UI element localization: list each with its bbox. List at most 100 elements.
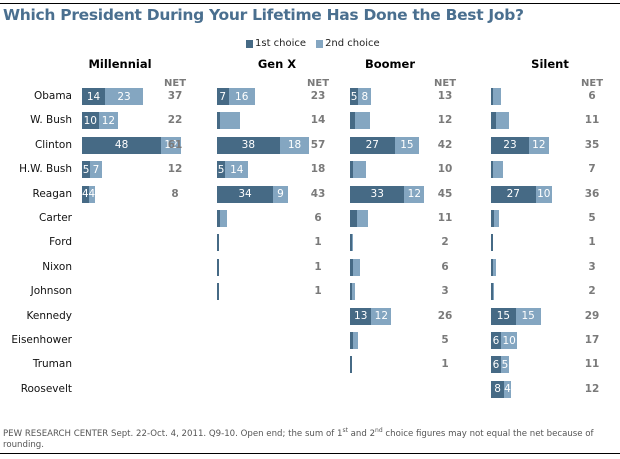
- bar-second-boomer-eisenhower: [353, 332, 359, 349]
- net-value-silent-clinton: 35: [584, 138, 600, 151]
- bar-second-gen-x-carter: [220, 210, 227, 227]
- net-value-gen-x-clinton: 57: [310, 138, 326, 151]
- net-value-gen-x-nixon: 1: [314, 260, 322, 273]
- row-label-ford: Ford: [49, 236, 72, 249]
- bar-second-millennial-clinton: 12: [161, 136, 181, 154]
- bar-first-boomer-obama: 5: [350, 88, 359, 105]
- bar-second-millennial-obama: 23: [105, 88, 144, 105]
- bar-first-gen-x-h-w-bush: 5: [217, 161, 226, 179]
- net-header-gen-x: NET: [307, 78, 330, 89]
- bar-first-silent-reagan: 27: [491, 185, 536, 203]
- bar-first-boomer-h-w-bush: [350, 161, 354, 179]
- bar-first-gen-x-johnson: [217, 283, 219, 301]
- bar-first-millennial-obama: 14: [82, 88, 106, 105]
- net-value-millennial-w-bush: 22: [167, 114, 183, 127]
- bar-first-gen-x-reagan: 34: [217, 185, 274, 203]
- bar-second-millennial-reagan: 4: [89, 185, 95, 203]
- bar-second-boomer-h-w-bush: [353, 161, 367, 179]
- bar-second-silent-kennedy: 15: [515, 307, 541, 325]
- net-value-gen-x-ford: 1: [314, 236, 322, 249]
- bar-second-gen-x-obama: 16: [228, 88, 255, 105]
- row-label-obama: Obama: [33, 90, 72, 102]
- row-label-truman: Truman: [32, 358, 72, 371]
- bar-second-boomer-clinton: 15: [394, 136, 420, 154]
- bar-first-millennial-clinton: 48: [82, 136, 162, 154]
- legend: 1st choice 2nd choice: [246, 38, 390, 49]
- bar-first-gen-x-w-bush: [217, 112, 221, 130]
- row-label-w-bush: W. Bush: [30, 114, 72, 127]
- net-value-silent-carter: 5: [588, 212, 596, 224]
- bar-first-boomer-w-bush: [350, 112, 355, 130]
- net-header-millennial: NET: [164, 78, 187, 89]
- bar-second-boomer-nixon: [353, 258, 360, 276]
- net-value-boomer-obama: 13: [437, 90, 453, 102]
- net-value-boomer-truman: 1: [441, 358, 449, 371]
- row-label-clinton: Clinton: [34, 138, 72, 151]
- panel-header-millennial: Millennial: [88, 57, 152, 71]
- bar-second-silent-nixon: [492, 258, 496, 276]
- bar-first-millennial-h-w-bush: 5: [82, 161, 91, 179]
- net-value-gen-x-w-bush: 14: [310, 114, 326, 127]
- bar-second-gen-x-clinton: 18: [279, 136, 310, 154]
- net-value-boomer-nixon: 6: [441, 260, 449, 273]
- legend-swatch-first: [246, 39, 253, 48]
- bar-first-millennial-w-bush: 10: [82, 112, 99, 130]
- legend-label-second: 2nd choice: [325, 38, 380, 49]
- bar-first-silent-kennedy: 15: [491, 307, 516, 325]
- bar-second-boomer-obama: 8: [358, 88, 372, 105]
- net-value-silent-h-w-bush: 7: [588, 163, 596, 176]
- bar-first-boomer-carter: [350, 210, 357, 227]
- bar-first-boomer-ford: [350, 234, 352, 252]
- net-value-boomer-kennedy: 26: [437, 309, 453, 322]
- bar-first-boomer-nixon: [350, 258, 354, 276]
- bottom-rule: [0, 453, 620, 454]
- net-value-gen-x-carter: 6: [314, 212, 322, 224]
- bar-second-silent-johnson: [492, 283, 495, 301]
- panel-header-boomer: Boomer: [364, 57, 416, 71]
- bar-first-millennial-reagan: 4: [82, 185, 89, 203]
- legend-label-first: 1st choice: [255, 38, 307, 49]
- row-label-kennedy: Kennedy: [26, 309, 72, 322]
- bar-second-boomer-reagan: 12: [404, 185, 425, 203]
- net-value-silent-kennedy: 29: [584, 309, 600, 322]
- net-value-millennial-clinton: 61: [167, 138, 183, 151]
- net-value-silent-johnson: 2: [588, 285, 596, 298]
- row-label-johnson: Johnson: [30, 285, 72, 298]
- chart-title: Which President During Your Lifetime Has…: [3, 6, 524, 24]
- panel-header-silent: Silent: [531, 57, 569, 71]
- bar-first-silent-johnson: [491, 283, 493, 301]
- row-label-eisenhower: Eisenhower: [11, 334, 72, 346]
- bar-first-gen-x-clinton: 38: [217, 136, 280, 154]
- bar-second-boomer-carter: [356, 210, 369, 227]
- bar-second-silent-roosevelt: 4: [504, 380, 511, 398]
- bar-second-gen-x-h-w-bush: 14: [225, 161, 249, 179]
- bar-second-boomer-kennedy: 12: [371, 307, 392, 325]
- bar-first-silent-ford: [491, 234, 493, 252]
- bar-first-silent-w-bush: [491, 112, 496, 130]
- row-label-roosevelt: Roosevelt: [20, 382, 72, 395]
- bar-second-millennial-w-bush: 12: [98, 112, 119, 130]
- bar-second-silent-h-w-bush: [492, 161, 503, 179]
- net-value-boomer-w-bush: 12: [437, 114, 453, 127]
- bar-first-boomer-eisenhower: [350, 332, 354, 349]
- bar-second-silent-eisenhower: 10: [500, 332, 518, 349]
- net-value-boomer-carter: 11: [437, 212, 453, 224]
- bar-first-gen-x-carter: [217, 210, 221, 227]
- row-label-nixon: Nixon: [42, 260, 72, 273]
- net-header-silent: NET: [581, 78, 604, 89]
- net-value-boomer-johnson: 3: [441, 285, 449, 298]
- net-value-gen-x-reagan: 43: [310, 187, 326, 200]
- bar-first-gen-x-ford: [217, 234, 219, 252]
- bar-second-gen-x-w-bush: [220, 112, 241, 130]
- net-value-boomer-h-w-bush: 10: [437, 163, 453, 176]
- net-value-silent-reagan: 36: [584, 187, 600, 200]
- net-value-millennial-reagan: 8: [171, 187, 179, 200]
- net-value-boomer-clinton: 42: [437, 138, 453, 151]
- legend-item-first: 1st choice: [246, 38, 306, 49]
- net-value-boomer-ford: 2: [441, 236, 449, 249]
- bar-second-silent-clinton: 12: [528, 136, 549, 154]
- bar-first-gen-x-obama: 7: [217, 88, 229, 105]
- net-value-millennial-obama: 37: [167, 90, 183, 102]
- net-value-gen-x-h-w-bush: 18: [310, 163, 326, 176]
- bar-first-gen-x-nixon: [217, 258, 219, 276]
